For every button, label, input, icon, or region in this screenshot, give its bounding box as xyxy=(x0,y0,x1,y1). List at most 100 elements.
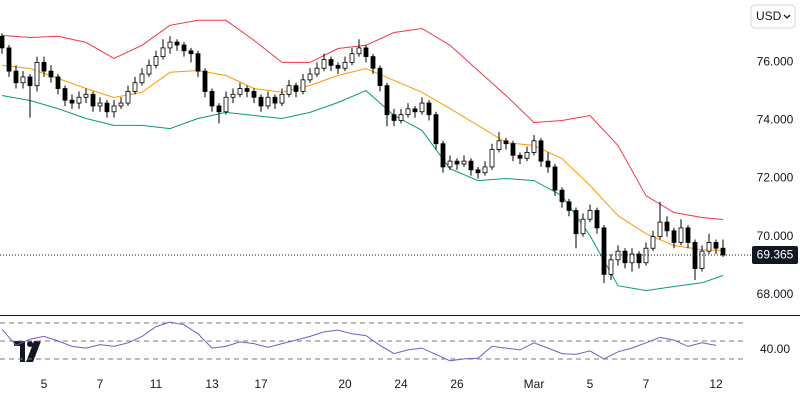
candle-body xyxy=(97,102,103,107)
candle-body xyxy=(181,44,187,52)
candle-body xyxy=(335,64,341,69)
candle-body xyxy=(496,140,502,150)
candle-body xyxy=(69,99,75,104)
candle-body xyxy=(153,56,159,66)
candle-body xyxy=(706,242,712,252)
candle-body xyxy=(244,88,250,92)
candle-body xyxy=(699,250,705,269)
candle-body xyxy=(461,160,467,165)
candle-body xyxy=(608,259,614,275)
candle-body xyxy=(160,47,166,58)
candle-body xyxy=(314,67,320,75)
candle-body xyxy=(237,88,243,95)
candle-body xyxy=(342,62,348,69)
x-tick-label: Mar xyxy=(524,377,545,391)
candle-body xyxy=(41,62,47,72)
candle-body xyxy=(328,59,334,66)
candle-body xyxy=(440,143,446,168)
candle-body xyxy=(321,59,327,69)
candle-body xyxy=(279,93,285,104)
currency-button[interactable]: USD xyxy=(750,4,796,29)
candle-body xyxy=(510,143,516,156)
logo-part xyxy=(26,341,41,362)
candle-body xyxy=(20,76,26,84)
candle-body xyxy=(545,160,551,168)
x-tick-label: 11 xyxy=(150,377,163,391)
candle-body xyxy=(0,35,5,49)
candle-body xyxy=(104,102,110,113)
candle-body xyxy=(265,96,271,107)
candle-body xyxy=(55,76,61,89)
candle-body xyxy=(720,247,726,256)
candle-body xyxy=(559,189,565,203)
candle-body xyxy=(405,108,411,116)
x-tick-label: 7 xyxy=(97,377,104,391)
candle-body xyxy=(601,227,607,275)
candle-body xyxy=(363,47,369,58)
x-tick-label: 24 xyxy=(394,377,408,391)
last-price-label: 69.365 xyxy=(757,248,794,262)
y-tick-label: 76.000 xyxy=(757,55,794,69)
candle-body xyxy=(419,102,425,113)
candle-body xyxy=(636,253,642,264)
candle-body xyxy=(209,91,215,107)
currency-label[interactable]: USD xyxy=(756,9,782,23)
candle-body xyxy=(13,70,19,84)
band-middle xyxy=(1,64,724,251)
candle-body xyxy=(580,218,586,235)
candle-body xyxy=(83,93,89,98)
x-tick-label: 17 xyxy=(254,377,268,391)
logo xyxy=(14,341,41,362)
candle-body xyxy=(146,64,152,75)
candle-body xyxy=(188,50,194,55)
candle-body xyxy=(223,96,229,113)
candle-body xyxy=(482,166,488,174)
candle-body xyxy=(6,47,12,72)
candle-body xyxy=(216,105,222,113)
candle-body xyxy=(468,160,474,171)
candle-body xyxy=(685,227,691,243)
candle-body xyxy=(657,221,663,238)
logo-part xyxy=(14,341,25,362)
candle-body xyxy=(538,140,544,162)
candle-body xyxy=(573,210,579,235)
candle-body xyxy=(517,154,523,159)
candle-body xyxy=(356,47,362,55)
candle-body xyxy=(251,91,257,98)
x-tick-label: 7 xyxy=(643,377,650,391)
x-tick-label: 20 xyxy=(338,377,352,391)
y-tick-label: 70.000 xyxy=(757,229,794,243)
y-tick-label: 74.000 xyxy=(757,113,794,127)
candle-body xyxy=(433,114,439,145)
button-frame[interactable] xyxy=(750,4,796,29)
rsi-line xyxy=(1,321,717,362)
x-tick-label: 5 xyxy=(41,377,48,391)
candle-body xyxy=(426,102,432,116)
candle-body xyxy=(174,41,180,46)
candle-body xyxy=(286,85,292,95)
candle-body xyxy=(587,210,593,220)
candle-body xyxy=(307,73,313,81)
y-tick-label: 68.000 xyxy=(757,287,794,301)
candle-body xyxy=(566,201,572,211)
candle-body xyxy=(34,62,40,87)
candle-body xyxy=(678,227,684,243)
candle-body xyxy=(27,76,33,87)
candle-body xyxy=(48,70,54,78)
chevron[interactable] xyxy=(783,14,791,19)
candle-body xyxy=(258,96,264,107)
candle-body xyxy=(377,67,383,87)
candle-body xyxy=(370,56,376,69)
candle-body xyxy=(62,88,68,101)
candle-body xyxy=(650,236,656,249)
candle-body xyxy=(300,79,306,92)
x-tick-label: 5 xyxy=(587,377,594,391)
x-tick-label: 26 xyxy=(450,377,464,391)
candle-body xyxy=(475,169,481,174)
candle-body xyxy=(125,91,131,104)
candle-body xyxy=(272,96,278,104)
candle-body xyxy=(503,140,509,145)
candle-body xyxy=(195,53,201,72)
